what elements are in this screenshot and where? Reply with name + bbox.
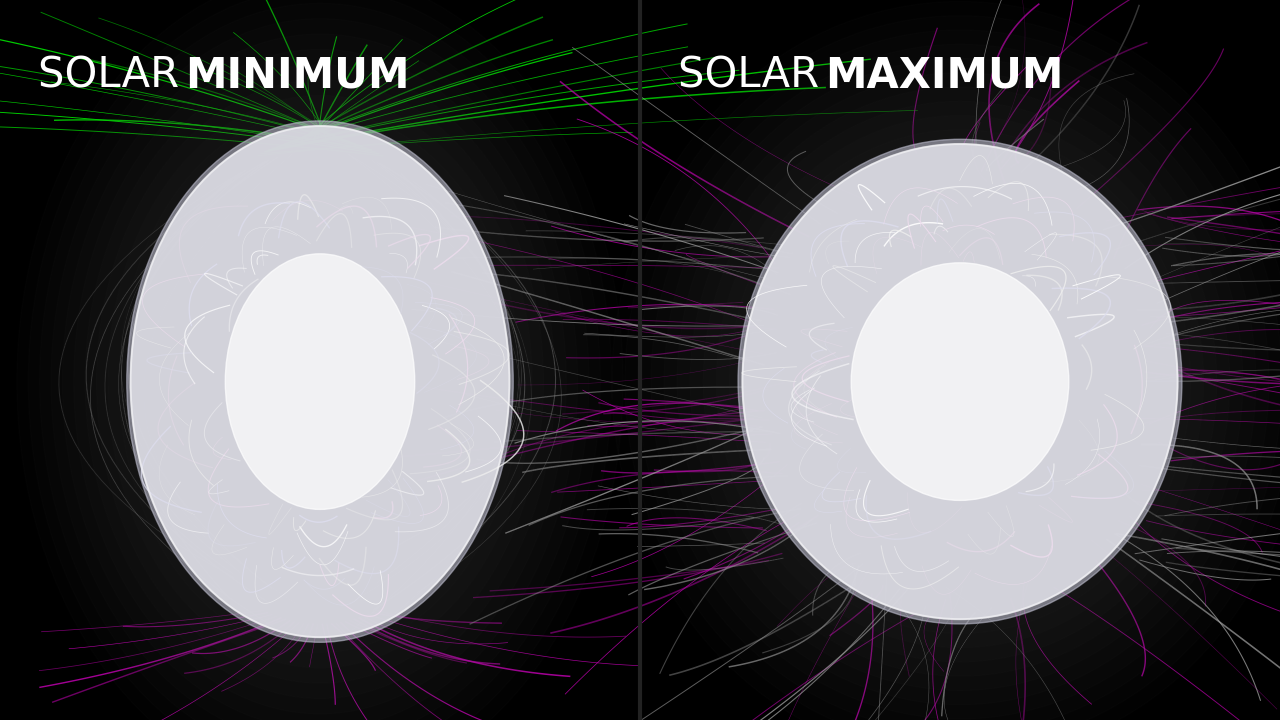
Ellipse shape	[131, 126, 509, 637]
Text: SOLAR: SOLAR	[38, 55, 193, 96]
Text: SOLAR: SOLAR	[678, 55, 833, 96]
Text: MAXIMUM: MAXIMUM	[826, 55, 1064, 96]
Ellipse shape	[851, 263, 1069, 500]
Ellipse shape	[742, 144, 1178, 619]
Ellipse shape	[127, 121, 513, 642]
Ellipse shape	[225, 253, 415, 510]
Ellipse shape	[739, 139, 1181, 624]
Text: MINIMUM: MINIMUM	[186, 55, 410, 96]
